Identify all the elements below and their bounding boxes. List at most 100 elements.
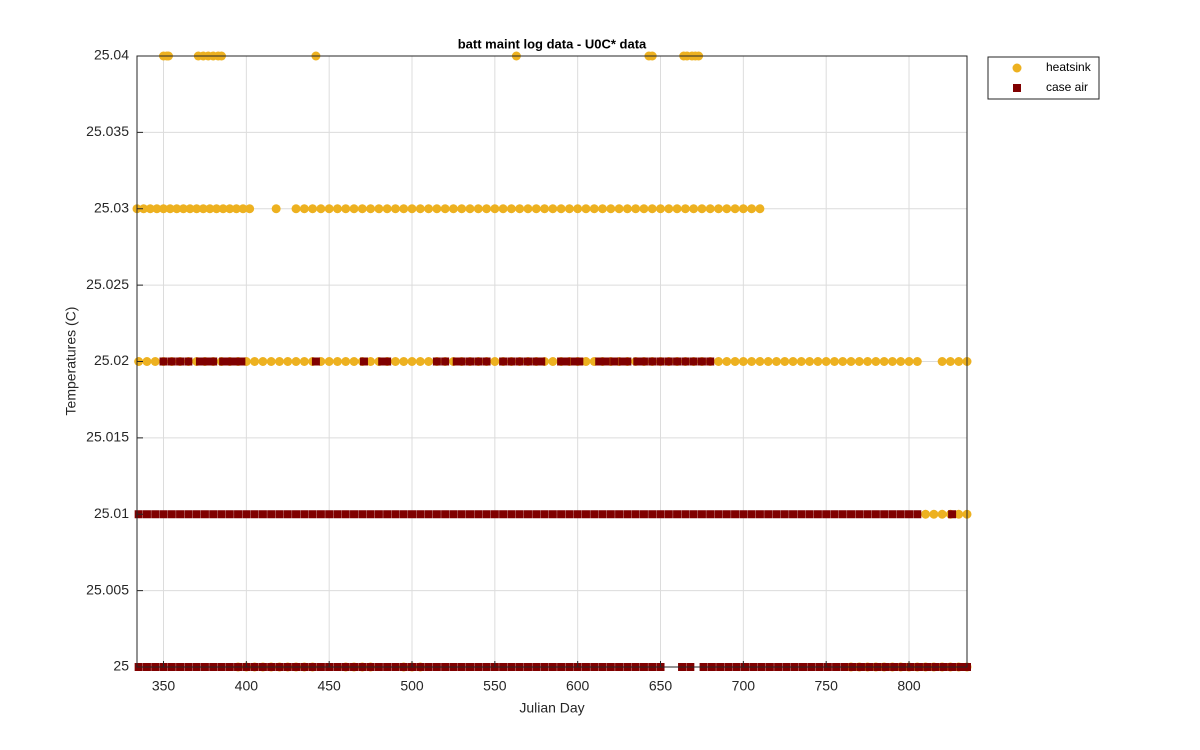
data-point — [747, 510, 756, 519]
y-tick-label: 25.005 — [86, 581, 129, 597]
data-point — [390, 357, 400, 366]
data-point — [713, 357, 723, 366]
data-point — [557, 510, 566, 519]
data-point — [631, 510, 640, 519]
data-point — [855, 510, 864, 519]
data-point — [664, 510, 673, 519]
data-point — [165, 204, 175, 214]
data-point — [390, 204, 400, 214]
data-point — [159, 510, 168, 519]
data-point — [152, 204, 162, 214]
data-point — [283, 510, 292, 519]
data-point — [714, 510, 723, 519]
data-point — [764, 510, 773, 519]
data-point — [954, 357, 964, 366]
data-point — [452, 357, 461, 366]
data-point — [378, 357, 387, 366]
data-point — [548, 510, 557, 519]
data-point — [739, 510, 748, 519]
data-point — [937, 357, 947, 366]
data-point — [225, 510, 234, 519]
data-point — [689, 204, 699, 214]
data-point — [324, 357, 334, 366]
data-point — [316, 204, 326, 214]
data-point — [656, 204, 666, 214]
data-point — [722, 510, 731, 519]
data-point — [515, 510, 524, 519]
data-point — [457, 357, 466, 366]
data-point — [681, 510, 690, 519]
data-point — [408, 510, 417, 519]
data-point — [639, 204, 649, 214]
data-point — [178, 204, 188, 214]
data-point — [399, 357, 409, 366]
data-point — [648, 510, 657, 519]
data-point — [598, 510, 607, 519]
data-point — [912, 357, 922, 366]
data-point — [245, 204, 255, 214]
data-point — [730, 204, 740, 214]
data-point — [358, 510, 367, 519]
data-point — [209, 357, 218, 366]
legend-marker — [1012, 63, 1022, 73]
data-point — [416, 510, 425, 519]
legend-marker — [1013, 84, 1021, 92]
y-tick-label: 25.03 — [94, 199, 129, 215]
data-point — [506, 204, 516, 214]
data-point — [457, 204, 467, 214]
data-point — [598, 204, 608, 214]
data-point — [664, 204, 674, 214]
data-point — [523, 510, 532, 519]
data-point — [266, 357, 276, 366]
data-point — [772, 510, 781, 519]
data-point — [465, 510, 474, 519]
data-point — [730, 357, 740, 366]
data-point — [225, 204, 235, 214]
data-point — [473, 204, 483, 214]
data-point — [324, 204, 334, 214]
data-point — [532, 357, 541, 366]
data-point — [595, 357, 604, 366]
data-point — [618, 357, 627, 366]
data-point — [780, 357, 790, 366]
data-point — [562, 357, 571, 366]
data-point — [291, 204, 301, 214]
x-tick-label: 450 — [317, 678, 341, 694]
data-point — [283, 357, 293, 366]
data-point — [192, 510, 201, 519]
data-point — [581, 204, 591, 214]
x-tick-label: 650 — [649, 678, 673, 694]
data-point — [231, 204, 241, 214]
data-point — [622, 204, 632, 214]
data-point — [212, 204, 222, 214]
data-point — [457, 510, 466, 519]
data-point — [548, 357, 558, 366]
data-point — [633, 357, 642, 366]
data-point — [606, 204, 616, 214]
y-tick-label: 25.01 — [94, 505, 129, 521]
data-point — [250, 510, 259, 519]
data-point — [407, 357, 417, 366]
data-point — [822, 510, 831, 519]
y-axis-label: Temperatures (C) — [63, 307, 79, 416]
data-point — [432, 357, 441, 366]
data-point — [142, 357, 152, 366]
data-point — [531, 204, 541, 214]
data-point — [673, 510, 682, 519]
data-point — [722, 357, 732, 366]
data-point — [424, 204, 434, 214]
data-point — [192, 204, 202, 214]
data-point — [300, 510, 309, 519]
data-point — [689, 357, 698, 366]
data-point — [299, 204, 309, 214]
data-point — [357, 204, 367, 214]
x-tick-label: 750 — [815, 678, 839, 694]
data-point — [871, 510, 880, 519]
data-point — [921, 509, 931, 519]
data-point — [731, 510, 740, 519]
data-point — [929, 509, 939, 519]
x-tick-label: 600 — [566, 678, 590, 694]
data-point — [499, 510, 508, 519]
data-point — [755, 357, 765, 366]
